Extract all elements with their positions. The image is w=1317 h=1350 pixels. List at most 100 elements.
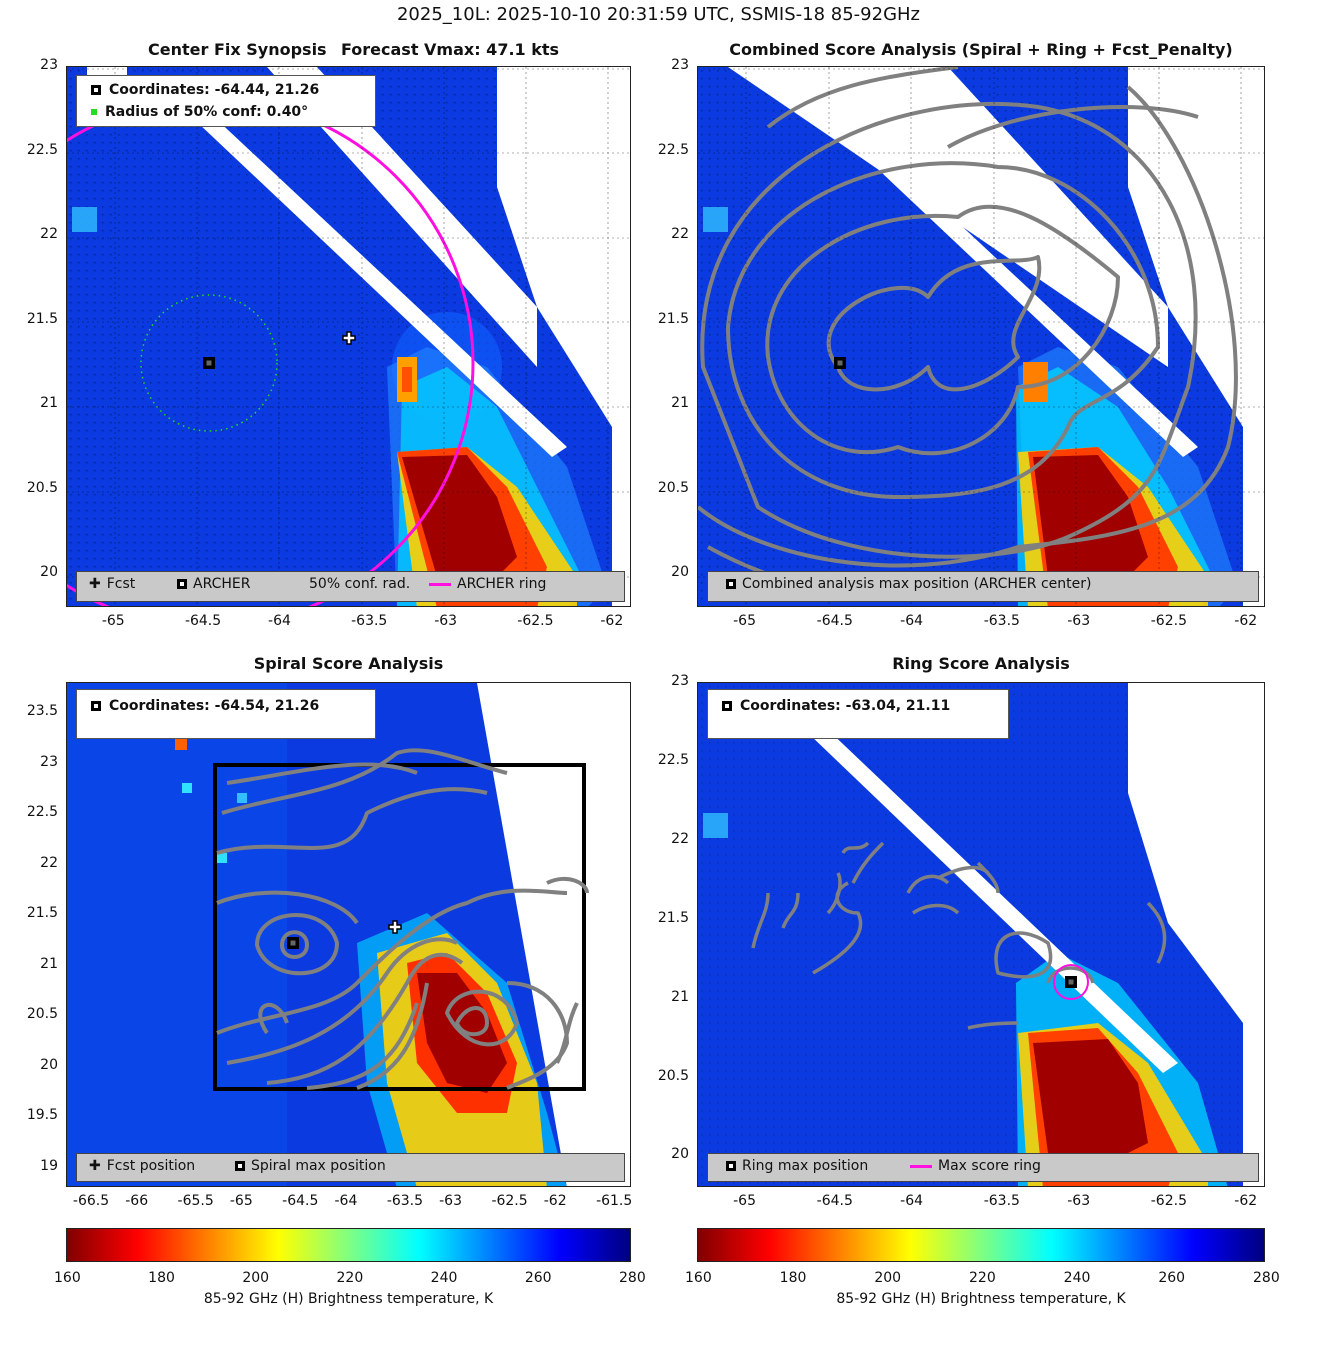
ring-square-icon	[722, 701, 732, 711]
x-tick-label: -64	[268, 613, 291, 629]
fcst-cross-icon: ✚	[89, 576, 101, 592]
colorbar-tick-label: 200	[874, 1270, 902, 1286]
spiral-coords: Coordinates: -64.54, 21.26	[109, 698, 320, 714]
x-tick-label: -63.5	[351, 613, 388, 629]
colorbar-tick-label: 220	[969, 1270, 996, 1286]
combined-title: Combined Score Analysis (Spiral + Ring +…	[729, 40, 1233, 59]
colorbar-tick-label: 240	[1063, 1270, 1091, 1286]
spiral-max-marker	[287, 937, 299, 949]
synopsis-legend: ✚ Fcst ARCHER 50% conf. rad. ARCHER ring	[76, 571, 625, 602]
colorbar-tick-label: 200	[242, 1270, 270, 1286]
spiral-square-icon	[235, 1161, 245, 1171]
fcst-marker	[342, 331, 356, 345]
ring-heatmap	[698, 683, 1264, 1186]
synopsis-coords: Coordinates: -64.44, 21.26	[109, 82, 320, 98]
x-tick-label: -64	[334, 1193, 358, 1209]
x-tick-label: -61.5	[596, 1193, 633, 1209]
ring-line-icon	[429, 582, 451, 586]
y-tick-label: 22.5	[26, 804, 58, 821]
y-tick-label: 22	[671, 226, 689, 243]
x-tick-label: -62.5	[1150, 1193, 1187, 1209]
synopsis-radius: Radius of 50% conf: 0.40°	[105, 104, 309, 120]
x-tick-label: -63.5	[386, 1193, 424, 1209]
x-tick-label: -62	[1234, 1193, 1258, 1209]
spiral-title: Spiral Score Analysis	[253, 654, 444, 673]
y-tick-label: 20.5	[657, 479, 689, 496]
legend-max-score-ring: Max score ring	[938, 1158, 1041, 1174]
fcst-cross-icon: ✚	[89, 1158, 101, 1174]
x-tick-label: -64.5	[816, 1193, 853, 1209]
y-tick-label: 20.5	[26, 479, 58, 496]
y-tick-label: 22	[671, 830, 689, 847]
colorbar-tick-label: 280	[1253, 1270, 1280, 1286]
colorbar-label-left: 85-92 GHz (H) Brightness temperature, K	[203, 1291, 494, 1307]
colorbar-tick-label: 180	[779, 1270, 807, 1286]
confidence-dot-icon	[91, 109, 97, 115]
legend-conf-rad: 50% conf. rad.	[309, 576, 411, 592]
x-tick-label: -62	[543, 1193, 567, 1209]
combined-heatmap	[698, 67, 1264, 606]
x-tick-label: -63	[1067, 1193, 1091, 1209]
legend-archer: ARCHER	[193, 576, 251, 592]
x-tick-label: -63	[439, 1193, 462, 1209]
y-tick-label: 22.5	[26, 141, 58, 158]
x-tick-label: -65	[733, 613, 756, 629]
y-tick-label: 20	[671, 564, 689, 581]
spiral-info-box: Coordinates: -64.54, 21.26	[76, 689, 376, 739]
y-tick-label: 23.5	[26, 703, 58, 720]
x-tick-label: -63	[434, 613, 458, 629]
archer-square-icon	[91, 85, 101, 95]
spiral-square-icon	[91, 701, 101, 711]
colorbar-tick-label: 160	[685, 1270, 712, 1286]
x-tick-label: -65	[101, 613, 125, 629]
y-tick-label: 22.5	[657, 141, 689, 158]
x-tick-label: -64.5	[816, 613, 853, 629]
y-tick-label: 20	[40, 1056, 58, 1073]
y-tick-label: 21	[40, 395, 58, 412]
colorbar-tick-label: 180	[148, 1270, 175, 1286]
y-tick-label: 21.5	[26, 905, 58, 922]
synopsis-title: Center Fix Synopsis	[148, 40, 327, 59]
ring-legend: Ring max position Max score ring	[707, 1153, 1259, 1182]
y-tick-label: 21	[671, 395, 689, 412]
x-tick-label: -65	[733, 1193, 756, 1209]
x-tick-label: -63.5	[983, 613, 1020, 629]
y-tick-label: 21.5	[26, 310, 58, 327]
combined-max-marker	[834, 357, 846, 369]
synopsis-heatmap	[67, 67, 630, 606]
confidence-circle	[140, 294, 278, 432]
x-tick-label: -62.5	[1150, 613, 1187, 629]
x-tick-label: -62.5	[517, 613, 554, 629]
x-tick-label: -64	[900, 1193, 924, 1209]
spiral-legend: ✚ Fcst position Spiral max position	[76, 1153, 625, 1182]
ring-coords: Coordinates: -63.04, 21.11	[740, 698, 951, 714]
legend-fcst: Fcst	[106, 576, 136, 592]
legend-combined-max: Combined analysis max position (ARCHER c…	[742, 576, 1092, 592]
x-tick-label: -62.5	[491, 1193, 528, 1209]
y-tick-label: 23	[40, 753, 58, 770]
y-tick-label: 23	[671, 57, 689, 73]
figure-title: 2025_10L: 2025-10-10 20:31:59 UTC, SSMIS…	[396, 4, 921, 25]
y-tick-label: 23	[671, 673, 689, 689]
x-tick-label: -62	[1234, 613, 1258, 629]
synopsis-vmax-title: Forecast Vmax: 47.1 kts	[341, 40, 560, 59]
x-tick-label: -63.5	[983, 1193, 1020, 1209]
colorbar-right	[697, 1228, 1265, 1262]
y-tick-label: 22	[40, 854, 58, 871]
x-tick-label: -64.5	[184, 613, 222, 629]
archer-center-marker	[203, 357, 215, 369]
colorbar-tick-label: 260	[524, 1270, 552, 1286]
ring-plot: Coordinates: -63.04, 21.11 Ring max posi…	[697, 682, 1265, 1187]
y-tick-label: 21.5	[657, 909, 689, 926]
colorbar-tick-label: 240	[430, 1270, 458, 1286]
x-tick-label: -65	[229, 1193, 253, 1209]
y-tick-label: 22	[40, 226, 58, 243]
synopsis-info-box: Coordinates: -64.44, 21.26 Radius of 50%…	[76, 75, 376, 127]
x-tick-label: -66	[125, 1193, 149, 1209]
x-tick-label: -62	[600, 613, 624, 629]
x-tick-label: -64.5	[282, 1193, 319, 1209]
combined-legend: Combined analysis max position (ARCHER c…	[707, 571, 1259, 602]
y-tick-label: 21.5	[657, 310, 689, 327]
combined-plot: Combined analysis max position (ARCHER c…	[697, 66, 1265, 607]
y-tick-label: 21	[671, 988, 689, 1005]
